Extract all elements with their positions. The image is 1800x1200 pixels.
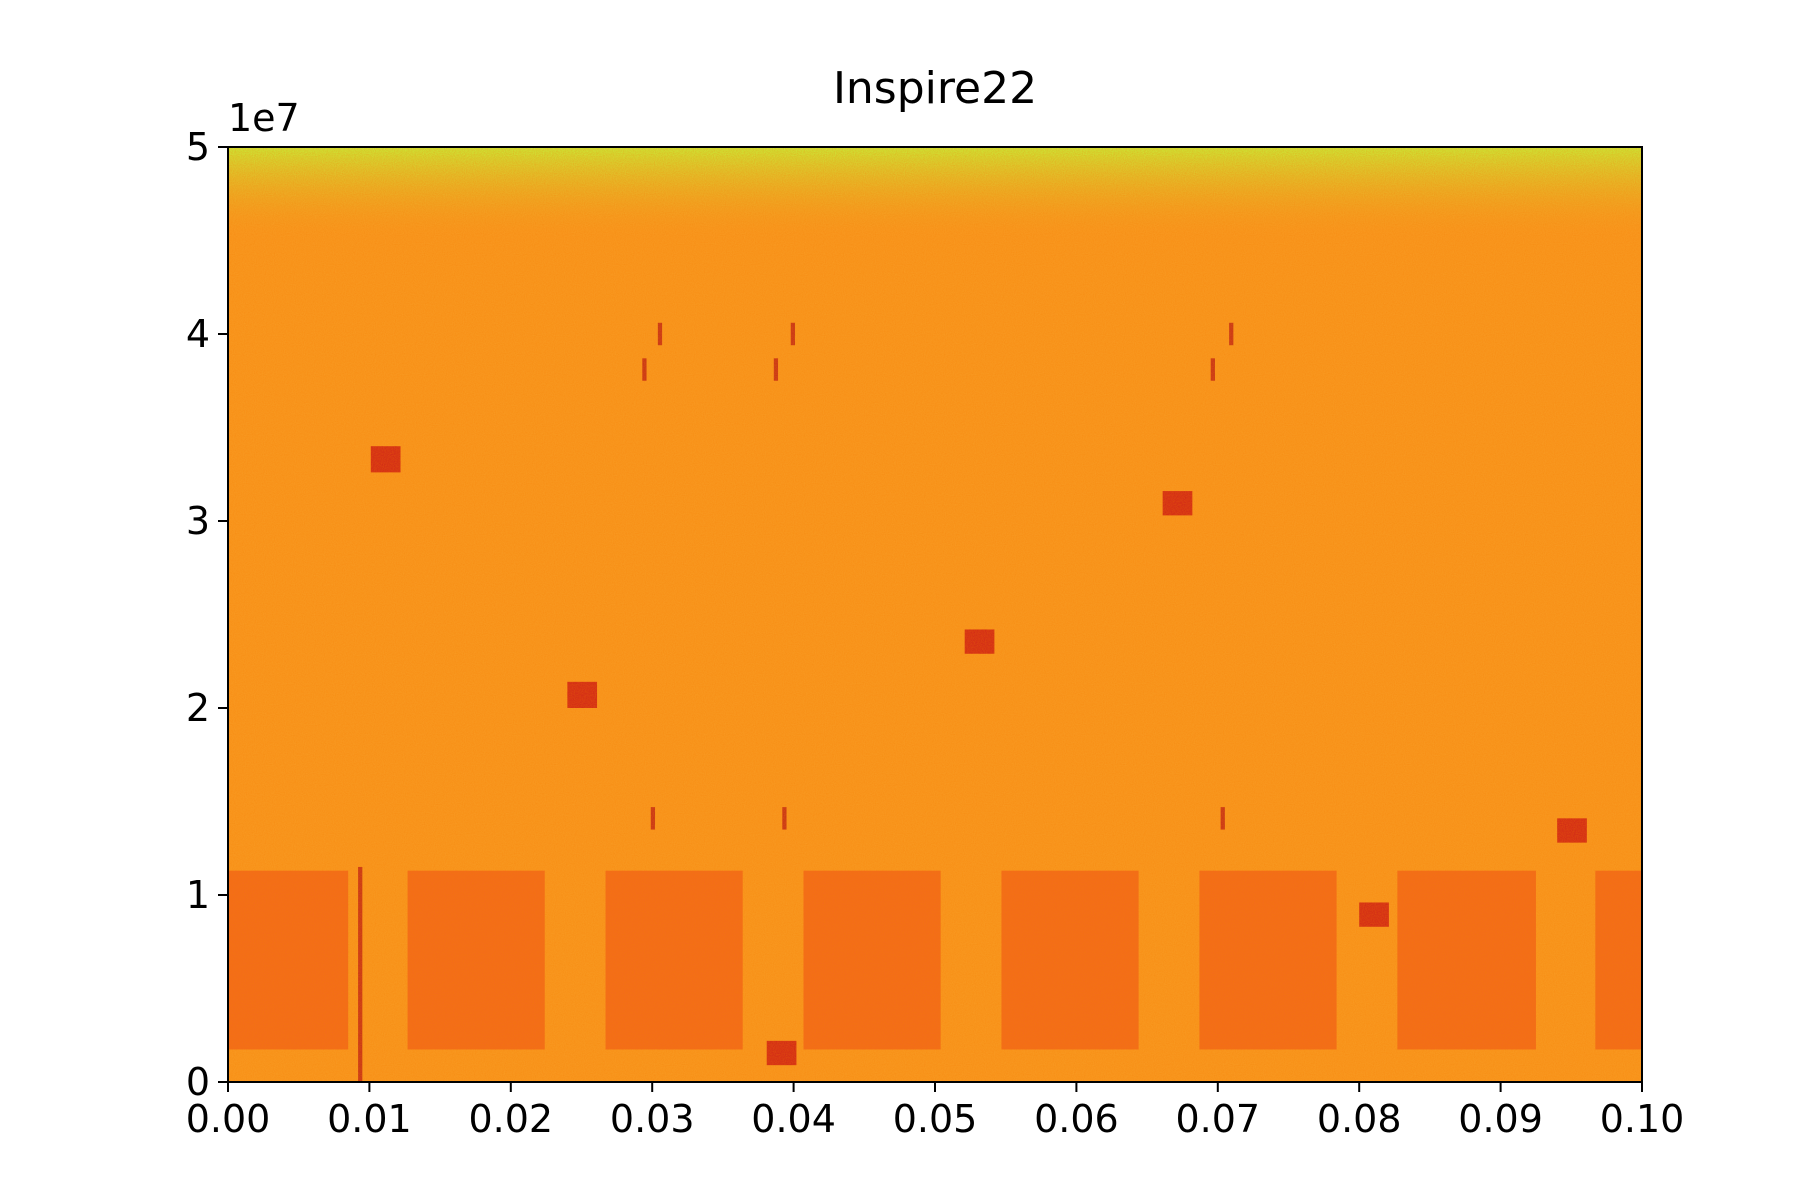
x-tick-label: 0.10 — [1600, 1097, 1685, 1141]
x-tick-label: 0.04 — [751, 1097, 836, 1141]
x-tick-label: 0.05 — [893, 1097, 978, 1141]
y-tick-label: 2 — [186, 686, 210, 730]
y-tick-label: 4 — [186, 312, 210, 356]
chart-title: Inspire22 — [833, 63, 1037, 114]
noise-texture — [228, 147, 1642, 1082]
y-tick-label: 0 — [186, 1060, 210, 1104]
y-tick-label: 1 — [186, 873, 210, 917]
y-tick-label: 3 — [186, 499, 210, 543]
axes: 0.00 0.01 0.02 0.03 0.04 0.05 0.06 0.07 0.08 0.09… — [186, 125, 1685, 1141]
x-tick-label: 0.01 — [327, 1097, 412, 1141]
x-tick-label: 0.02 — [468, 1097, 553, 1141]
y-tick-label: 5 — [186, 125, 210, 169]
x-tick-label: 0.03 — [610, 1097, 695, 1141]
x-tick-label: 0.06 — [1034, 1097, 1119, 1141]
noise-overlay — [228, 147, 1642, 1082]
x-tick-label: 0.09 — [1458, 1097, 1543, 1141]
y-offset-label: 1e7 — [228, 96, 300, 140]
x-tick-label: 0.08 — [1317, 1097, 1402, 1141]
x-tick-label: 0.07 — [1175, 1097, 1260, 1141]
x-tick-label: 0.00 — [186, 1097, 271, 1141]
